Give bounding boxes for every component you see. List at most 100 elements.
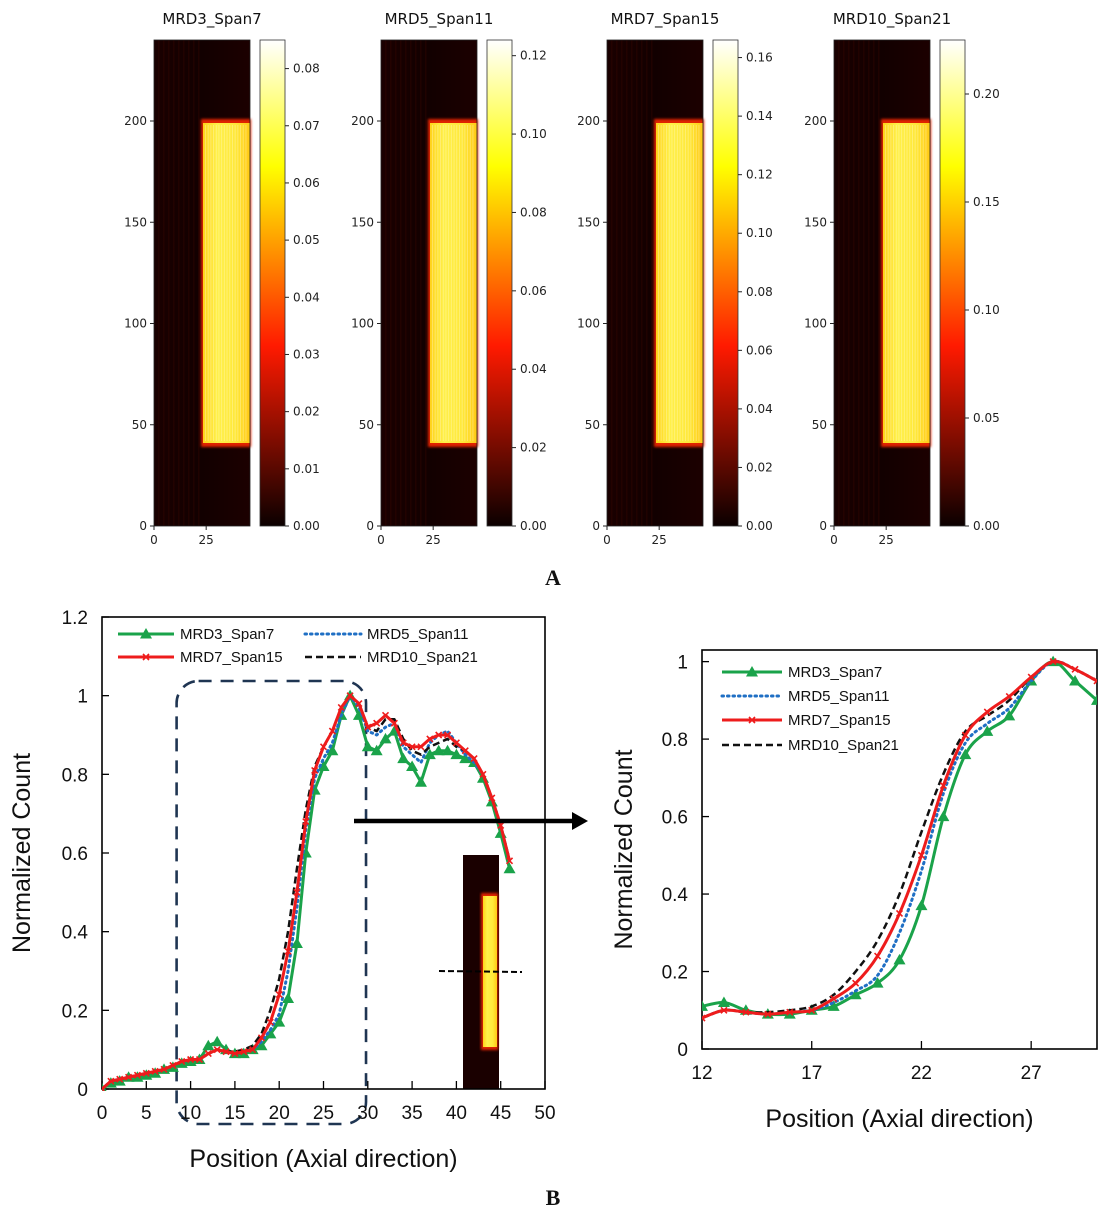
heatmap-streak <box>390 40 392 526</box>
triangle-marker <box>282 992 295 1004</box>
x-marker <box>720 1006 728 1014</box>
y-axis-label: Normalized Count <box>8 753 36 953</box>
x-marker <box>873 952 882 960</box>
x-axis-label: Position (Axial direction) <box>765 1105 1033 1133</box>
x-tick-label: 25 <box>426 533 441 547</box>
heatmap-bright-texture <box>898 125 900 441</box>
heatmap-bright-region <box>430 123 477 443</box>
legend-label: MRD5_Span11 <box>367 626 468 643</box>
series-MRD10_Span21 <box>702 660 1097 1020</box>
triangle-marker <box>1069 674 1082 686</box>
y-tick-label: 200 <box>804 114 827 128</box>
heatmap-bright-texture <box>218 125 220 441</box>
heatmap-title: MRD5_Span11 <box>385 10 494 29</box>
heatmap-streak <box>188 40 190 526</box>
triangle-marker <box>423 748 436 760</box>
x-marker <box>917 851 926 859</box>
colorbar-tick-label: 0.05 <box>973 411 1000 425</box>
x-marker <box>426 735 434 743</box>
heatmap-streak <box>385 40 387 526</box>
colorbar <box>939 39 966 527</box>
y-tick-label: 100 <box>351 317 374 331</box>
colorbar-tick-label: 0.03 <box>293 347 320 361</box>
colorbar-tick-label: 0.04 <box>746 402 773 416</box>
triangle-marker <box>717 996 730 1008</box>
heatmap-bright-texture <box>234 125 236 441</box>
y-tick-label: 0.6 <box>62 844 88 865</box>
series-MRD7_Span15 <box>702 658 1097 1022</box>
heatmap-bright-region <box>203 123 250 443</box>
heatmap-bright-texture <box>472 125 474 441</box>
heatmap-bright-texture <box>240 125 241 441</box>
heatmap-bright-texture <box>912 125 913 441</box>
y-tick-label: 150 <box>577 215 600 229</box>
x-tick-label: 0 <box>603 533 611 547</box>
y-tick-label: 150 <box>351 215 374 229</box>
colorbar-tick-label: 0.10 <box>973 303 1000 317</box>
triangle-marker <box>255 1039 268 1051</box>
x-marker <box>319 743 328 751</box>
legend-label: MRD10_Span21 <box>367 649 478 666</box>
y-tick-label: 0 <box>139 519 147 533</box>
colorbar <box>712 39 739 527</box>
colorbar-tick-label: 0.02 <box>293 405 320 419</box>
triangle-marker <box>414 776 427 787</box>
triangle-marker <box>370 744 383 756</box>
colorbar-tick-label: 0.06 <box>293 176 320 190</box>
y-tick-label: 0 <box>77 1080 88 1101</box>
x-tick-label: 25 <box>652 533 667 547</box>
legend-label: MRD7_Span15 <box>180 649 283 666</box>
y-tick-label: 0.2 <box>662 963 688 984</box>
x-tick-label: 25 <box>313 1103 334 1124</box>
heatmap-streak <box>420 40 422 526</box>
heatmap-bright-texture <box>221 125 223 441</box>
plot-data <box>702 655 1097 1022</box>
heatmap-subplot: MRD7_Span15 0 50 100 150 200 0 25 0.00 0.02 0.04 0.… <box>577 10 773 547</box>
heatmap-bright-texture <box>901 125 903 441</box>
y-tick-label: 0 <box>677 1040 688 1061</box>
triangle-marker <box>915 899 928 911</box>
x-marker <box>373 719 381 727</box>
panel-a-label: A <box>545 565 561 590</box>
x-marker <box>293 888 301 896</box>
colorbar <box>486 39 513 527</box>
heatmap-bright-texture <box>885 125 886 441</box>
colorbar-tick-label: 0.04 <box>520 362 547 376</box>
colorbar-tick-label: 0.07 <box>293 119 320 133</box>
y-tick-label: 50 <box>585 418 600 432</box>
series-MRD3_Span7 <box>102 689 516 1091</box>
x-marker <box>125 1073 133 1081</box>
heatmap-bright-texture <box>242 125 244 441</box>
triangle-marker <box>290 937 303 948</box>
x-tick-label: 0 <box>377 533 385 547</box>
x-tick-label: 35 <box>402 1103 423 1124</box>
heatmap-bright-texture <box>215 125 217 441</box>
y-tick-label: 0 <box>366 519 374 533</box>
triangle-marker <box>317 760 330 771</box>
colorbar-tick-label: 0.08 <box>520 205 547 219</box>
x-marker <box>116 1075 124 1083</box>
x-marker <box>284 947 292 955</box>
triangle-marker <box>326 744 339 756</box>
heatmap-streak <box>168 40 170 526</box>
colorbar <box>259 39 286 527</box>
x-marker <box>742 1008 750 1016</box>
x-marker <box>939 782 947 790</box>
heatmap-bright-texture <box>205 125 206 441</box>
legend: MRD3_Span7 MRD5_Span11 MRD7_Span15 MRD10_Sp… <box>720 664 899 754</box>
heatmap-subplot: MRD3_Span7 0 50 100 150 200 0 25 0.00 0.01 0.02 0.0… <box>124 10 320 547</box>
series-MRD5_Span11 <box>702 659 1097 1020</box>
heatmap-streak <box>158 40 160 526</box>
x-marker <box>266 1018 274 1026</box>
y-tick-label: 1 <box>677 653 688 674</box>
heatmap-streak <box>616 40 618 526</box>
heatmap-bright-texture <box>213 125 214 441</box>
heatmap-bright-texture <box>456 125 458 441</box>
series-MRD3_Span7 <box>702 655 1097 1019</box>
x-marker <box>231 1050 239 1058</box>
x-marker <box>452 739 460 747</box>
y-tick-label: 0.2 <box>62 1001 88 1022</box>
y-tick-label: 0.8 <box>662 730 688 751</box>
y-tick-label: 0.8 <box>62 765 88 786</box>
y-tick-label: 200 <box>351 114 374 128</box>
